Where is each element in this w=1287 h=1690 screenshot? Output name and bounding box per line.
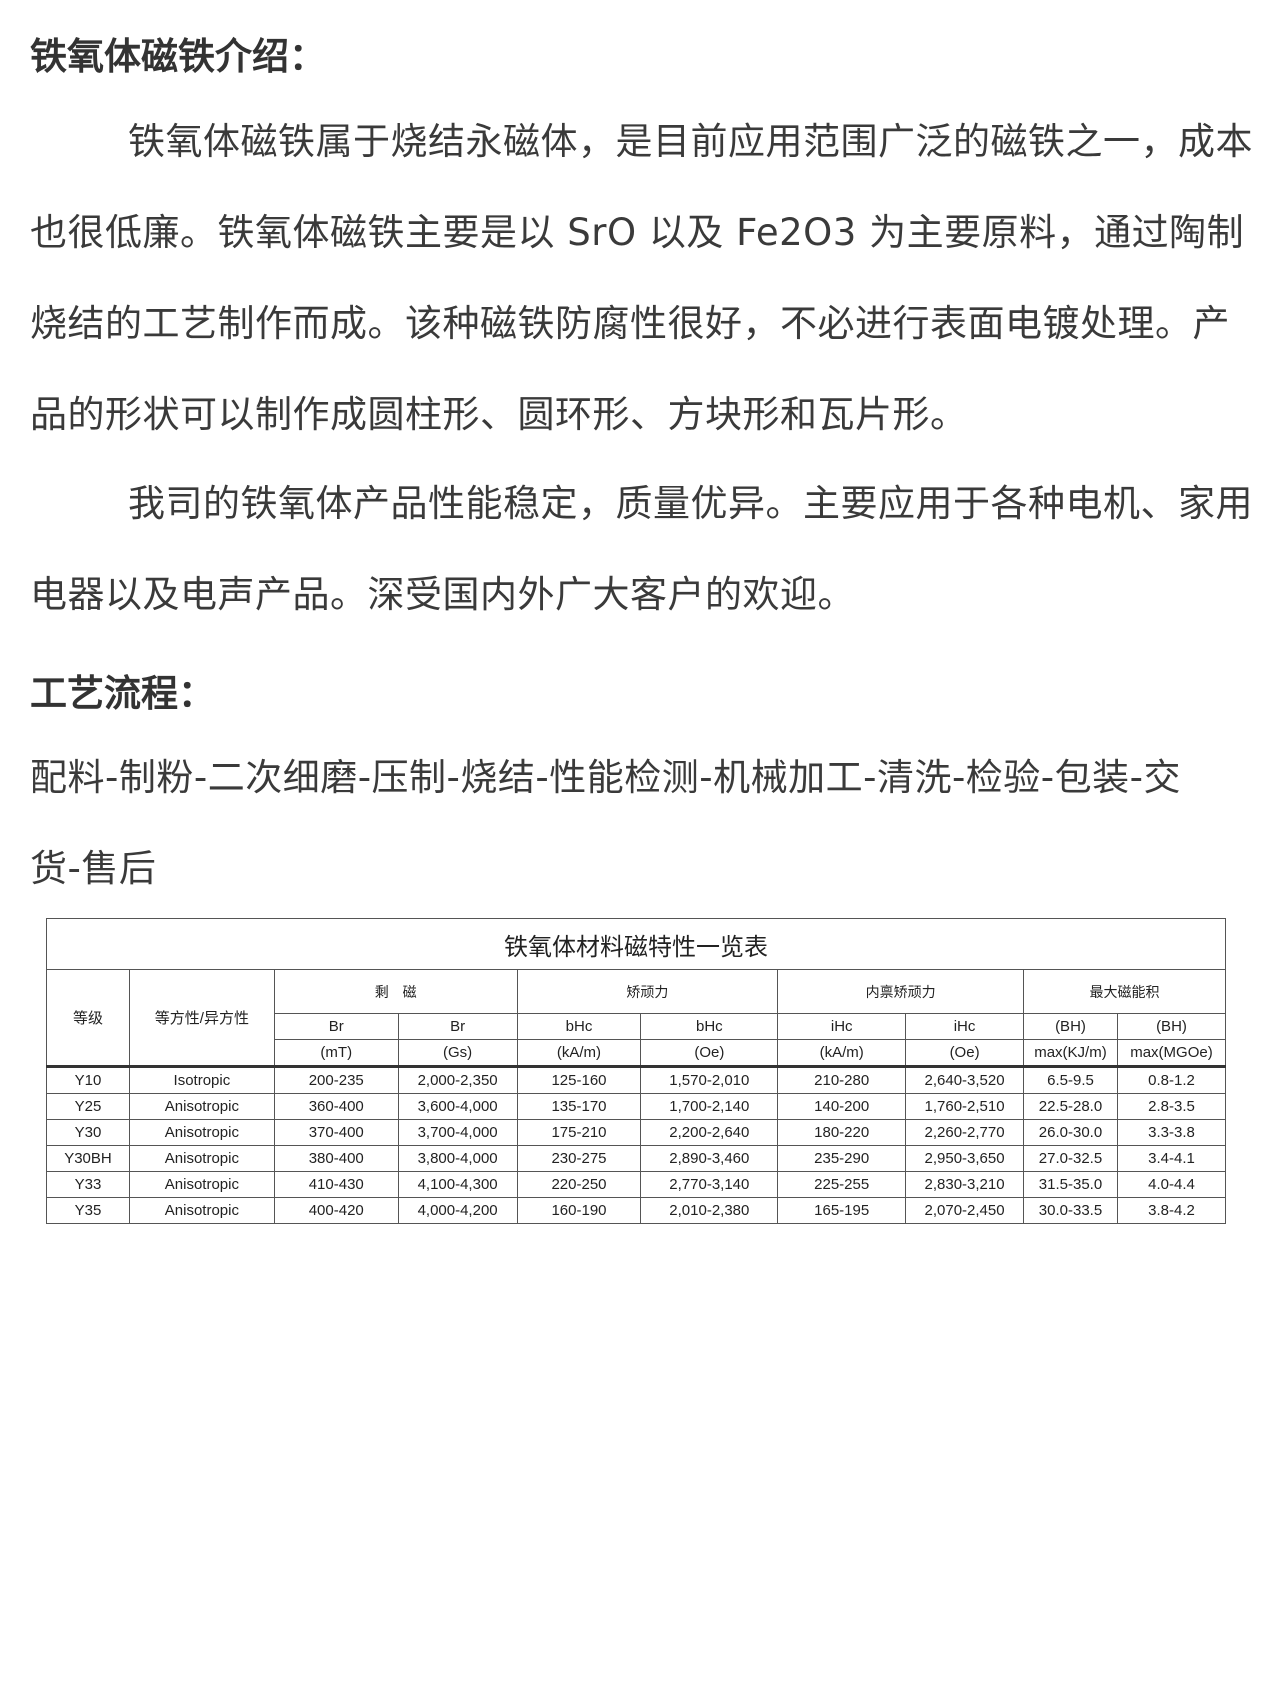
table-cell: 2,890-3,460 [640, 1145, 779, 1172]
header-unit: max(KJ/m) [1023, 1039, 1118, 1067]
table-cell: 3,800-4,000 [397, 1145, 518, 1172]
table-row: Y33 Anisotropic 410-430 4,100-4,300 220-250 2… [46, 1171, 1227, 1198]
intro-paragraph-1-text: 铁氧体磁铁属于烧结永磁体，是目前应用范围广泛的磁铁之一，成本也很低廉。铁氧体磁铁… [30, 120, 1253, 436]
table-row: Y30BH Anisotropic 380-400 3,800-4,000 230-27… [46, 1145, 1227, 1172]
process-text: 配料-制粉-二次细磨-压制-烧结-性能检测-机械加工-清洗-检验-包装-交货-售… [30, 756, 1182, 890]
table-cell: 2.8-3.5 [1116, 1093, 1227, 1120]
header-quantity: (BH) [1116, 1013, 1227, 1040]
table-cell: 4.0-4.4 [1116, 1171, 1227, 1198]
table-cell: 235-290 [777, 1145, 907, 1172]
table-cell: Y35 [46, 1197, 130, 1224]
header-unit: (mT) [273, 1039, 399, 1067]
table-cell: 225-255 [777, 1171, 907, 1198]
table-cell: 4,100-4,300 [397, 1171, 518, 1198]
table-title: 铁氧体材料磁特性一览表 [46, 918, 1226, 970]
table-cell: Anisotropic [128, 1119, 275, 1146]
table-cell: 2,000-2,350 [397, 1065, 518, 1094]
header-quantity: Br [397, 1013, 518, 1040]
table-cell: 370-400 [273, 1119, 399, 1146]
header-unit: (kA/m) [516, 1039, 642, 1067]
table-cell: 3.8-4.2 [1116, 1197, 1227, 1224]
table-cell: 210-280 [777, 1065, 907, 1094]
header-quantity: (BH) [1023, 1013, 1118, 1040]
table-cell: 1,570-2,010 [640, 1065, 779, 1094]
table-cell: 30.0-33.5 [1023, 1197, 1118, 1224]
table-cell: 22.5-28.0 [1023, 1093, 1118, 1120]
table-cell: 125-160 [516, 1065, 642, 1094]
table-cell: Anisotropic [128, 1145, 275, 1172]
table-cell: 2,640-3,520 [905, 1065, 1024, 1094]
header-unit: (Oe) [905, 1039, 1024, 1067]
table-cell: 380-400 [273, 1145, 399, 1172]
header-group: 最大磁能积 [1023, 969, 1226, 1014]
table-cell: 220-250 [516, 1171, 642, 1198]
header-type: 等方性/异方性 [128, 969, 275, 1067]
intro-paragraph-2-text: 我司的铁氧体产品性能稳定，质量优异。主要应用于各种电机、家用电器以及电声产品。深… [30, 482, 1253, 616]
header-group: 剩 磁 [273, 969, 518, 1014]
table-cell: 2,950-3,650 [905, 1145, 1024, 1172]
table-cell: 2,200-2,640 [640, 1119, 779, 1146]
header-group: 内禀矫顽力 [777, 969, 1024, 1014]
intro-paragraph-2: 我司的铁氧体产品性能稳定，质量优异。主要应用于各种电机、家用电器以及电声产品。深… [30, 458, 1260, 640]
table-cell: Anisotropic [128, 1197, 275, 1224]
table-row: Y25 Anisotropic 360-400 3,600-4,000 135-170 1… [46, 1093, 1227, 1120]
header-group: 矫顽力 [516, 969, 779, 1014]
table-cell: Isotropic [128, 1065, 275, 1094]
table-cell: 27.0-32.5 [1023, 1145, 1118, 1172]
table-cell: 160-190 [516, 1197, 642, 1224]
header-unit: (Gs) [397, 1039, 518, 1067]
header-quantity: iHc [777, 1013, 907, 1040]
table-cell: 2,010-2,380 [640, 1197, 779, 1224]
table-cell: 140-200 [777, 1093, 907, 1120]
table-cell: 230-275 [516, 1145, 642, 1172]
table-cell: 2,070-2,450 [905, 1197, 1024, 1224]
header-quantity: bHc [516, 1013, 642, 1040]
header-quantity: Br [273, 1013, 399, 1040]
table-row: Y35 Anisotropic 400-420 4,000-4,200 160-190 2… [46, 1197, 1227, 1224]
header-unit: (Oe) [640, 1039, 779, 1067]
table-cell: Y25 [46, 1093, 130, 1120]
table-cell: Anisotropic [128, 1093, 275, 1120]
table-cell: 165-195 [777, 1197, 907, 1224]
table-cell: Y10 [46, 1065, 130, 1094]
table-cell: 180-220 [777, 1119, 907, 1146]
table-cell: 4,000-4,200 [397, 1197, 518, 1224]
table-cell: 2,770-3,140 [640, 1171, 779, 1198]
process-heading: 工艺流程： [30, 672, 215, 715]
table-cell: 0.8-1.2 [1116, 1065, 1227, 1094]
table-cell: 6.5-9.5 [1023, 1065, 1118, 1094]
table-cell: 135-170 [516, 1093, 642, 1120]
table-cell: Y30BH [46, 1145, 130, 1172]
intro-paragraph-1: 铁氧体磁铁属于烧结永磁体，是目前应用范围广泛的磁铁之一，成本也很低廉。铁氧体磁铁… [30, 96, 1260, 460]
table-cell: 2,830-3,210 [905, 1171, 1024, 1198]
table-cell: Y30 [46, 1119, 130, 1146]
table-cell: 3.4-4.1 [1116, 1145, 1227, 1172]
table-cell: 1,700-2,140 [640, 1093, 779, 1120]
header-quantity: bHc [640, 1013, 779, 1040]
table-cell: 31.5-35.0 [1023, 1171, 1118, 1198]
table-cell: 400-420 [273, 1197, 399, 1224]
intro-heading: 铁氧体磁铁介绍： [30, 35, 326, 78]
table-cell: 2,260-2,770 [905, 1119, 1024, 1146]
table-cell: Anisotropic [128, 1171, 275, 1198]
table-cell: 3,700-4,000 [397, 1119, 518, 1146]
table-cell: 175-210 [516, 1119, 642, 1146]
ferrite-properties-table: 铁氧体材料磁特性一览表 等级 等方性/异方性 剩 磁 矫顽力 内禀矫顽力 最大磁… [46, 918, 1227, 1224]
table-cell: 200-235 [273, 1065, 399, 1094]
header-unit: max(MGOe) [1116, 1039, 1227, 1067]
table-cell: Y33 [46, 1171, 130, 1198]
table-cell: 360-400 [273, 1093, 399, 1120]
header-unit: (kA/m) [777, 1039, 907, 1067]
table-cell: 3,600-4,000 [397, 1093, 518, 1120]
table-row: Y10 Isotropic 200-235 2,000-2,350 125-160 1,5… [46, 1065, 1227, 1094]
table-cell: 1,760-2,510 [905, 1093, 1024, 1120]
header-grade: 等级 [46, 969, 130, 1067]
header-quantity: iHc [905, 1013, 1024, 1040]
table-row: Y30 Anisotropic 370-400 3,700-4,000 175-210 2… [46, 1119, 1227, 1146]
table-cell: 410-430 [273, 1171, 399, 1198]
table-cell: 3.3-3.8 [1116, 1119, 1227, 1146]
table-cell: 26.0-30.0 [1023, 1119, 1118, 1146]
